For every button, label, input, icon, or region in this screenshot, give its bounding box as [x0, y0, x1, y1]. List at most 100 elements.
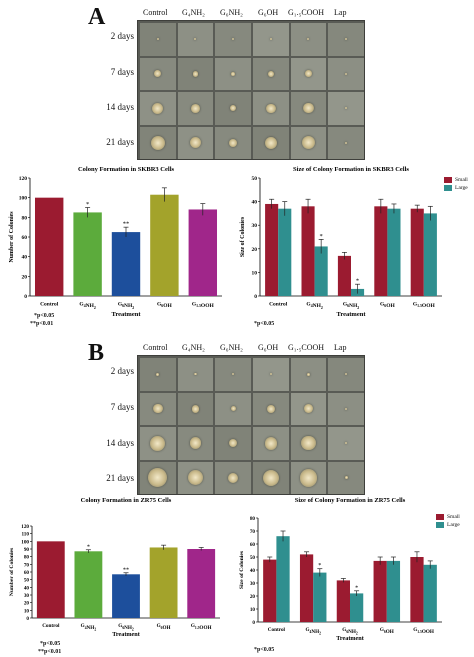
- skbr3-colony-size-svg: Size of Colony Formation in SKBR3 Cells 0…: [240, 166, 442, 318]
- y-tick-label: 0: [24, 294, 27, 300]
- legend-swatch-small: [444, 177, 452, 183]
- tick-label-part: G: [342, 627, 346, 633]
- tick-label-part: Control: [42, 623, 60, 629]
- significance-marker: *: [318, 562, 321, 569]
- colony-blob: [156, 38, 159, 41]
- panel-a-letter: A: [88, 4, 106, 30]
- tick-label-sub: 6: [384, 630, 386, 634]
- y-tick-label: 30: [24, 593, 30, 599]
- zr75-colony-size-chart: Size of Colony Formation in ZR75 Cells 0 1…: [232, 496, 474, 646]
- bar: [34, 197, 64, 296]
- micrograph-cell: [140, 427, 176, 460]
- panel-b-micrograph-grid: [137, 355, 365, 495]
- tick-label-part: OH: [386, 303, 395, 309]
- x-tick-label: Control: [268, 627, 286, 633]
- micrograph-cell: [140, 461, 176, 494]
- colony-blob: [266, 404, 275, 413]
- y-axis-label: Size of Colonies: [240, 216, 246, 257]
- skbr3-size-legend: Small Large: [444, 176, 468, 192]
- micrograph-cell: [290, 92, 327, 125]
- bar: [149, 547, 178, 618]
- bar: [278, 208, 292, 296]
- bar: [276, 536, 290, 622]
- tick-label-sub: 6: [161, 304, 163, 308]
- micrograph-cell: [253, 57, 289, 90]
- row-label: 7 days: [110, 67, 134, 77]
- y-tick-label: 10: [24, 608, 30, 614]
- y-tick-label: 40: [252, 200, 258, 206]
- micrograph-cell: [177, 392, 214, 425]
- tick-label-part: G: [157, 623, 161, 629]
- micrograph-cell: [253, 358, 289, 391]
- colony-blob: [345, 107, 348, 110]
- colony-blob: [154, 70, 162, 78]
- tick-label-part: G: [192, 302, 197, 308]
- colony-blob: [156, 372, 160, 376]
- colony-blob: [232, 38, 235, 41]
- tick-label-sub: 2: [319, 631, 321, 635]
- tick-label-part: G: [305, 627, 309, 633]
- colony-blob: [307, 372, 310, 376]
- tick-label-part: G: [79, 302, 84, 308]
- colony-blob: [345, 373, 348, 376]
- micrograph-cell: [290, 358, 327, 391]
- colony-blob: [344, 476, 348, 480]
- tick-label-part: G: [118, 302, 123, 308]
- zr75-size-legend: Small Large: [436, 513, 460, 529]
- micrograph-cell: [215, 126, 251, 159]
- micrograph-cell: [215, 358, 251, 391]
- tick-label-sub: 2: [132, 306, 134, 310]
- micrograph-cell: [328, 126, 364, 159]
- micrograph-cell: [253, 23, 289, 56]
- bar: [423, 213, 437, 296]
- significance-note: *p<0.05: [254, 321, 275, 327]
- micrograph-cell: [140, 23, 176, 56]
- colony-blob: [345, 442, 348, 445]
- colony-blob: [345, 38, 348, 41]
- tick-label-part: OH: [386, 629, 394, 635]
- tick-label-part: G: [306, 302, 311, 308]
- tick-label-sub: 1.5: [417, 630, 422, 634]
- colony-blob: [191, 103, 200, 113]
- column-header: G₄NH₂: [182, 8, 205, 17]
- y-tick-label: 80: [250, 516, 256, 522]
- zr75-colony-count-chart: Colony Formation in ZR75 Cells 0 10 20 30 40 5…: [0, 496, 230, 646]
- bar: [299, 554, 314, 622]
- colony-blob: [303, 103, 314, 114]
- column-header: Control: [143, 8, 168, 17]
- tick-label-part: G: [81, 623, 85, 629]
- significance-marker: *: [320, 233, 323, 240]
- colony-blob: [150, 435, 166, 451]
- y-tick-label: 30: [250, 581, 256, 587]
- colony-blob: [231, 71, 236, 76]
- colony-blob: [189, 137, 202, 149]
- y-tick-label: 120: [19, 176, 28, 182]
- tick-label-part: NH: [87, 625, 95, 631]
- bar: [187, 549, 216, 618]
- y-tick-label: 30: [252, 223, 258, 229]
- tick-label-part: G: [413, 627, 417, 633]
- y-tick-label: 40: [24, 585, 30, 591]
- colony-blob: [264, 436, 278, 450]
- colony-blob: [307, 38, 310, 41]
- tick-label-part: NH: [313, 303, 322, 309]
- micrograph-cell: [177, 358, 214, 391]
- chart-title: Colony Formation in ZR75 Cells: [81, 497, 172, 504]
- micrograph-cell: [215, 23, 251, 56]
- tick-label-sub: 6: [346, 630, 348, 634]
- tick-label-sub: 1.5: [195, 626, 200, 630]
- colony-blob: [305, 70, 312, 78]
- bar: [263, 559, 277, 622]
- tick-label-part: G: [380, 627, 384, 633]
- bar: [265, 203, 279, 296]
- significance-marker: *: [87, 543, 90, 550]
- colony-blob: [153, 404, 163, 414]
- chart-title: Colony Formation in SKBR3 Cells: [78, 166, 175, 173]
- tick-label-part: OOH: [199, 625, 211, 631]
- tick-label-part: NH: [311, 629, 319, 635]
- x-tick-label: Control: [269, 302, 288, 308]
- tick-label-part: OOH: [422, 303, 436, 309]
- colony-blob: [345, 141, 348, 144]
- micrograph-cell: [290, 427, 327, 460]
- micrograph-cell: [253, 392, 289, 425]
